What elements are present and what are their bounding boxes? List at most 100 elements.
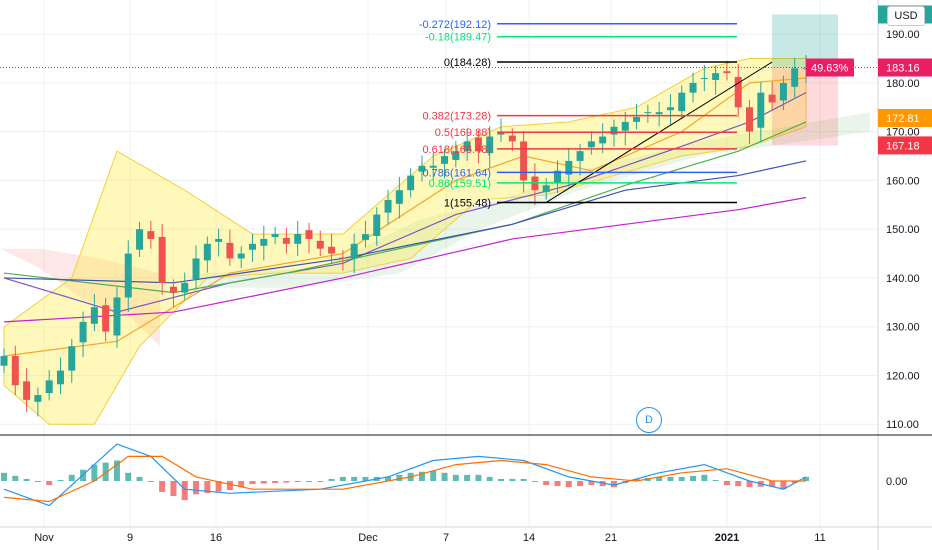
candle-body: [34, 394, 42, 402]
candle-body: [249, 243, 257, 250]
cloud-red: [0, 248, 160, 347]
macd-histogram-bar: [509, 478, 516, 481]
macd-histogram-bar: [23, 478, 30, 481]
macd-histogram-bar: [678, 476, 685, 481]
price-tick-label: 120.00: [886, 370, 920, 382]
macd-histogram-bar: [701, 474, 708, 481]
macd-line: [3, 443, 807, 507]
macd-histogram-bar: [464, 474, 471, 481]
fib-level-label: 0.86(159.51): [429, 178, 491, 190]
candle-body: [666, 107, 674, 111]
candle-body: [79, 321, 87, 343]
moving-average-2: [3, 121, 807, 294]
macd-histogram-bar: [215, 481, 222, 492]
candle-body: [0, 355, 8, 366]
macd-histogram-bar: [12, 475, 19, 481]
price-tick-label: 170.00: [886, 127, 920, 139]
macd-histogram-bar: [362, 476, 369, 481]
price-tick-label: 140.00: [886, 273, 920, 285]
macd-histogram-bar: [554, 481, 561, 487]
macd-histogram-bar: [339, 476, 346, 481]
macd-histogram-bar: [565, 481, 572, 488]
macd-histogram-bar: [791, 481, 798, 484]
fib-level-label: 0.786(161.64): [423, 167, 492, 179]
percent-badge-label: 49.63%: [811, 62, 849, 74]
macd-histogram-bar: [712, 479, 719, 481]
macd-histogram-bar: [769, 481, 776, 487]
price-tick-label: 150.00: [886, 224, 920, 236]
candle-body: [361, 234, 369, 240]
candle-body: [520, 141, 528, 181]
candle-body: [90, 307, 98, 324]
candle-body: [373, 214, 381, 237]
macd-histogram-bar: [577, 481, 584, 487]
macd-histogram-bar: [136, 476, 143, 481]
candle-body: [700, 78, 708, 80]
time-axis-label: 2021: [715, 532, 739, 544]
macd-histogram-bar: [418, 471, 425, 481]
fib-level-label: 0.382(173.28): [423, 111, 492, 123]
macd-histogram-bar: [226, 481, 233, 491]
macd-histogram-bar: [113, 460, 120, 481]
candle-body: [610, 126, 618, 135]
macd-histogram-bar: [317, 481, 324, 482]
candle-body: [599, 136, 607, 144]
macd-histogram-bar: [125, 472, 132, 481]
candle-body: [282, 237, 290, 244]
macd-histogram-bar: [610, 481, 617, 488]
macd-histogram-bar: [1, 472, 7, 481]
candle-body: [23, 381, 31, 400]
price-badge: [878, 108, 932, 127]
candle-body: [147, 231, 155, 239]
candle-body: [757, 92, 765, 128]
candle-body: [226, 242, 234, 259]
macd-histogram-bar: [283, 481, 290, 483]
macd-histogram-bar: [735, 481, 742, 487]
candle-body: [689, 82, 697, 93]
macd-histogram-bar: [588, 481, 595, 486]
candle-body: [294, 234, 302, 244]
macd-histogram-bar: [667, 476, 674, 481]
currency-button[interactable]: USD: [887, 6, 925, 26]
candle-body: [791, 68, 799, 87]
candle-body: [113, 297, 121, 336]
candle-body: [734, 77, 742, 108]
macd-histogram-bar: [656, 476, 663, 481]
candle-body: [305, 230, 313, 239]
macd-histogram-bar: [430, 470, 437, 481]
price-tick-label: 110.00: [886, 419, 919, 431]
macd-histogram-bar: [57, 479, 64, 481]
candle-body: [407, 175, 415, 191]
time-axis-label: 11: [814, 532, 825, 544]
moving-average-0: [3, 77, 807, 357]
fib-level-label: -0.18(189.47): [425, 32, 491, 44]
candle-body: [11, 355, 19, 386]
macd-histogram-bar: [170, 481, 177, 497]
price-tick-label: 190.00: [886, 29, 920, 41]
time-axis-label: 14: [523, 532, 535, 544]
candle-body: [678, 92, 686, 112]
dividend-marker[interactable]: D: [636, 407, 662, 433]
candle-body: [203, 243, 211, 261]
candle-body: [565, 160, 573, 175]
candle-body: [136, 229, 144, 250]
macd-histogram-bar: [396, 474, 403, 481]
price-badge-label: 172.81: [886, 113, 920, 125]
candle-body: [215, 238, 223, 242]
macd-histogram-bar: [351, 476, 358, 481]
candle-body: [181, 282, 189, 293]
candle-body: [429, 165, 437, 168]
fib-level-label: -0.272(192.12): [419, 19, 491, 31]
candle-body: [158, 236, 166, 283]
candle-body: [418, 165, 426, 172]
candle-body: [339, 257, 347, 259]
macd-histogram-bar: [520, 478, 527, 481]
macd-histogram-bar: [305, 481, 312, 482]
macd-histogram-bar: [498, 478, 505, 481]
candle-body: [441, 156, 449, 164]
macd-histogram-bar: [147, 481, 154, 482]
time-axis-label: Dec: [358, 532, 378, 544]
macd-histogram-bar: [746, 481, 753, 488]
